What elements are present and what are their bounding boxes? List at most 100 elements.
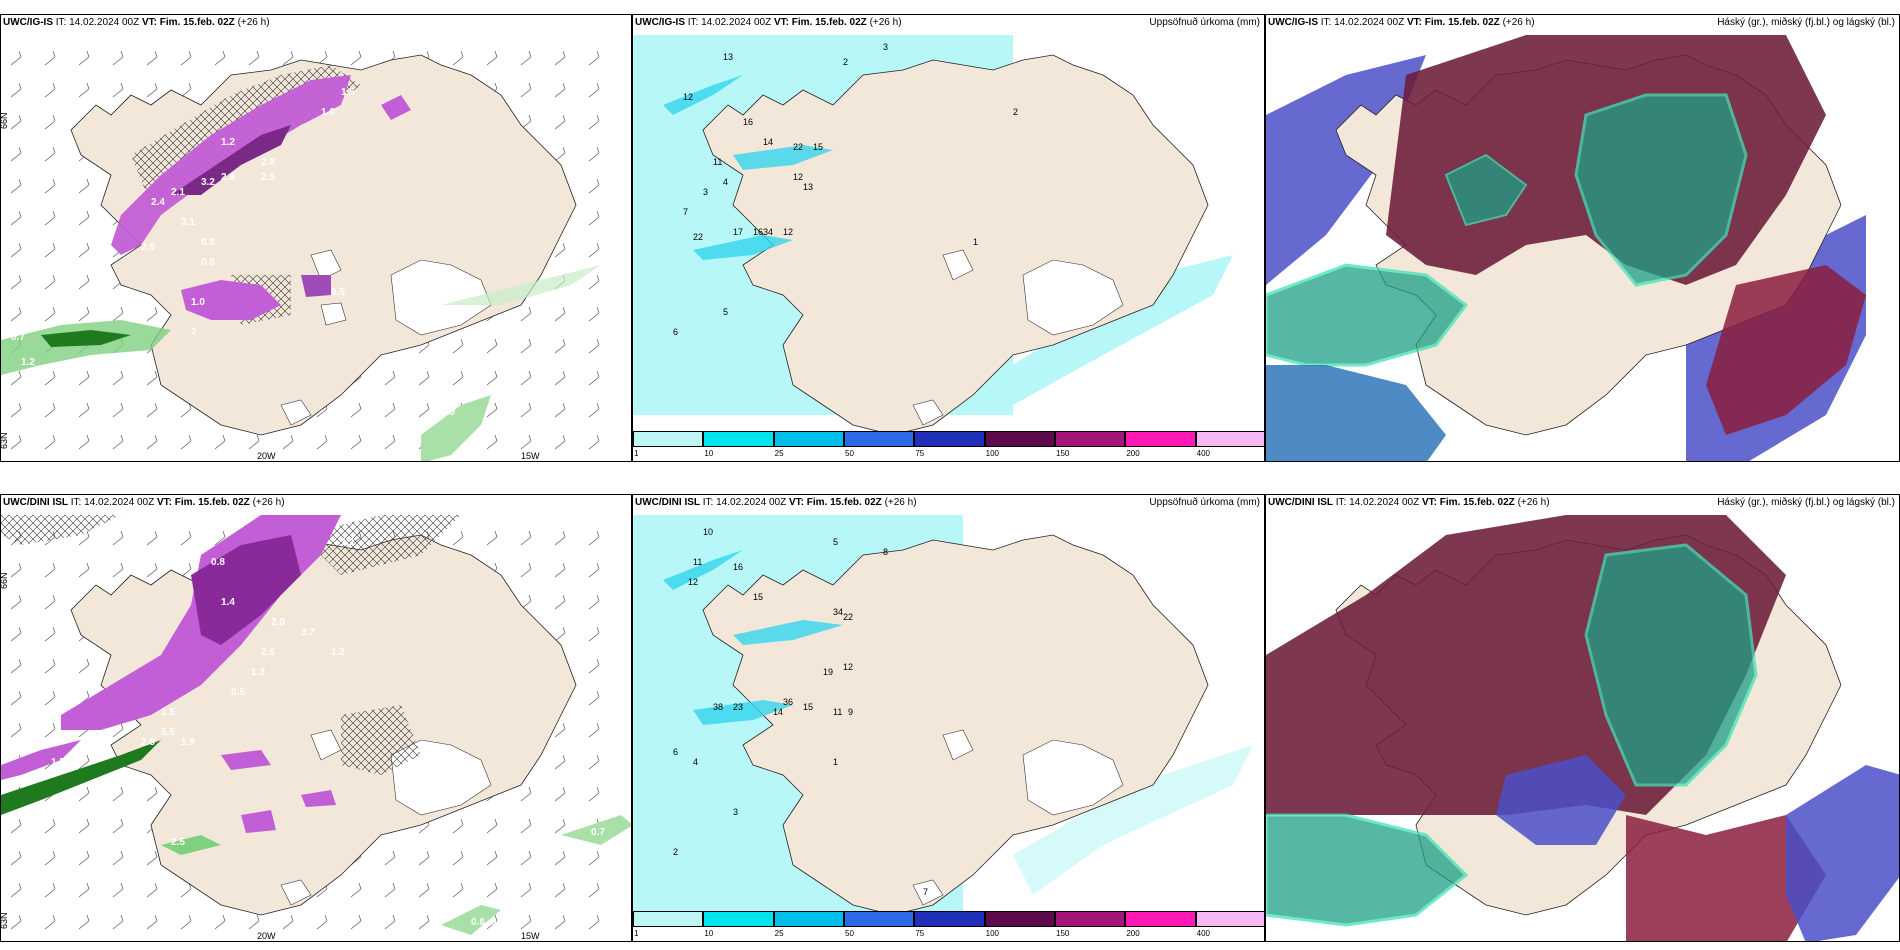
map-value-label: 12 (683, 92, 693, 102)
wind-barb (350, 434, 362, 450)
colorbar-swatch (984, 911, 1055, 927)
wind-barb (10, 402, 22, 418)
wind-barb (10, 114, 22, 130)
map-value-label: 6 (673, 327, 678, 337)
map-value-label: 2.5 (261, 172, 275, 183)
wind-barb (588, 914, 600, 930)
map-value-label: 0.8 (491, 917, 505, 928)
map-value-label: 7 (923, 887, 928, 897)
colorbar-tick-label: 50 (845, 929, 854, 938)
map-value-label: 2.6 (261, 647, 275, 658)
wind-barb (486, 370, 498, 386)
map-value-label: 7 (683, 207, 688, 217)
wind-barb (588, 722, 600, 738)
colorbar-tick-label: 25 (774, 449, 784, 458)
panel-title: UWC/DINI ISL IT: 14.02.2024 00Z VT: Fim.… (635, 497, 917, 508)
lead-time: (+26 h) (237, 17, 270, 28)
wind-barb (78, 210, 90, 226)
map-value-label: 16 (753, 227, 763, 237)
map-value-label: 1.2 (21, 357, 35, 368)
wind-barb (44, 274, 56, 290)
valid-time-label: VT: (156, 497, 172, 508)
wind-barb (554, 754, 566, 770)
colorbar-tick-label: 400 (1196, 449, 1211, 458)
wind-barb (520, 786, 532, 802)
mid-cloud (1574, 93, 1748, 287)
map-value-label: 3 (883, 42, 888, 52)
wind-barb (44, 82, 56, 98)
wind-barb (78, 370, 90, 386)
colorbar-swatch (633, 431, 704, 447)
map-value-label: 11 (833, 707, 842, 717)
wind-barb (520, 402, 532, 418)
map-value-label: 1.0 (191, 297, 205, 308)
wind-barb (146, 50, 158, 66)
wind-barb (44, 914, 56, 930)
wind-barb (554, 82, 566, 98)
map-value-label: 2 (843, 57, 848, 67)
lat-label-66: 66N (1, 572, 9, 589)
colorbar-tick-label: 10 (704, 449, 714, 458)
wind-barb (588, 754, 600, 770)
wind-barb (588, 402, 600, 418)
map-value-label: 15 (753, 592, 763, 602)
wind-barb (554, 530, 566, 546)
wind-barb (418, 402, 430, 418)
map-value-label: 5 (833, 537, 838, 547)
colorbar-swatch (914, 911, 985, 927)
wind-barb (180, 402, 192, 418)
wind-barb (418, 914, 430, 930)
wind-barb (418, 882, 430, 898)
colorbar-swatch (703, 431, 774, 447)
map-value-label: 1.3 (251, 667, 265, 678)
wind-barb (520, 50, 532, 66)
wind-barb (214, 530, 226, 546)
map-values: 1.5 1.0 1.2 2.8 3.2 2.9 2.4 2.5 2.1 3.1 2.0 0.8 0.5 1… (11, 87, 455, 418)
valid-time-label: VT: (141, 17, 157, 28)
wind-barb (554, 818, 566, 834)
wind-barb (554, 242, 566, 258)
wind-barb (554, 434, 566, 450)
colorbar-tick-label: 200 (1126, 929, 1140, 938)
colorbar-swatch (1195, 431, 1264, 447)
colorbar-tick-label: 400 (1196, 929, 1211, 938)
map-value-label: 3 (703, 187, 708, 197)
wind-barb (146, 562, 158, 578)
wind-barb (554, 914, 566, 930)
lead-time: (+26 h) (1517, 497, 1550, 508)
lon-label-20w: 20W (257, 451, 276, 461)
wind-barb (78, 402, 90, 418)
panel-title: UWC/IG-IS IT: 14.02.2024 00Z VT: Fim. 15… (635, 17, 902, 28)
wind-barb (520, 914, 532, 930)
map-value-label: 0.8 (201, 237, 215, 248)
mid-cloud-2 (1266, 813, 1469, 927)
wind-barb (214, 434, 226, 450)
precip-bands (663, 550, 843, 725)
wind-barb (486, 818, 498, 834)
wind-barb (78, 530, 90, 546)
wind-barb (44, 242, 56, 258)
colorbar-swatch (984, 431, 1055, 447)
map-value-label: 5.5 (161, 727, 175, 738)
wind-barb (588, 530, 600, 546)
map-value-label: 0.8 (211, 557, 225, 568)
map-value-label: 1 (833, 757, 838, 767)
wind-barb (78, 562, 90, 578)
init-time: IT: 14.02.2024 00Z (70, 497, 155, 508)
wind-barb (486, 530, 498, 546)
wind-barb (554, 402, 566, 418)
wind-barb (44, 562, 56, 578)
wind-barb (588, 850, 600, 866)
wind-barb (486, 50, 498, 66)
colorbar-tick-label: 75 (915, 449, 925, 458)
wind-barb (44, 594, 56, 610)
wind-barb (146, 914, 158, 930)
wind-barb (452, 850, 464, 866)
wind-barb (588, 434, 600, 450)
wind-barb (10, 434, 22, 450)
wind-barb (10, 626, 22, 642)
map-value-label: 19 (823, 667, 833, 677)
wind-barb (350, 882, 362, 898)
colorbar-swatch (773, 431, 844, 447)
colorbar-swatch (1125, 911, 1196, 927)
